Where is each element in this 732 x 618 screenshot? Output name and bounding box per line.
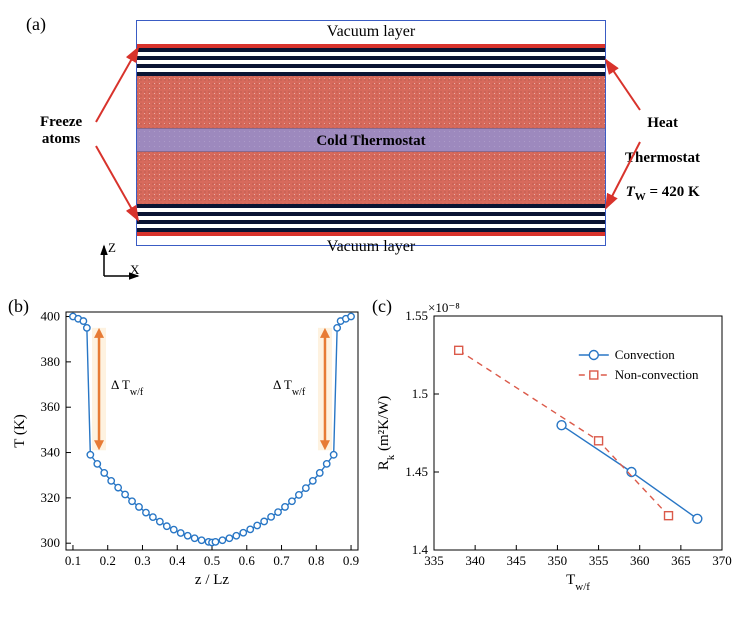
heat-Tsub: W: [635, 191, 646, 203]
svg-text:380: 380: [41, 354, 61, 369]
svg-text:0.5: 0.5: [204, 553, 220, 568]
svg-text:×10⁻⁸: ×10⁻⁸: [428, 300, 460, 315]
svg-text:320: 320: [41, 490, 61, 505]
svg-text:360: 360: [41, 399, 61, 414]
svg-text:1.5: 1.5: [412, 386, 428, 401]
panel-b-label: (b): [8, 296, 29, 317]
svg-text:400: 400: [41, 309, 61, 324]
panel-a: (a) Freeze atoms Heat Thermostat TW = 42…: [26, 14, 706, 282]
svg-text:365: 365: [671, 553, 691, 568]
svg-text:0.1: 0.1: [65, 553, 81, 568]
svg-text:Rk (m²K/W): Rk (m²K/W): [376, 396, 397, 471]
svg-text:360: 360: [630, 553, 650, 568]
svg-text:0.9: 0.9: [343, 553, 359, 568]
svg-text:340: 340: [465, 553, 485, 568]
heat-line2: Thermostat: [625, 150, 700, 166]
svg-text:0.3: 0.3: [134, 553, 150, 568]
svg-text:340: 340: [41, 445, 61, 460]
axis-z-label: Z: [108, 242, 116, 255]
svg-text:0.4: 0.4: [169, 553, 186, 568]
svg-text:0.6: 0.6: [239, 553, 256, 568]
svg-text:1.45: 1.45: [405, 464, 428, 479]
svg-text:370: 370: [712, 553, 732, 568]
svg-text:Tw/f: Tw/f: [566, 572, 590, 593]
svg-text:Non-convection: Non-convection: [615, 367, 699, 382]
temperature-profile-chart: 0.1 0.2 0.3 0.4 0.5 0.6 0.7 0.8 0.9 300 320 340 360 3…: [8, 296, 368, 596]
axes-icon: Z X: [98, 242, 142, 282]
svg-text:300: 300: [41, 535, 61, 550]
svg-text:0.8: 0.8: [308, 553, 324, 568]
svg-text:350: 350: [548, 553, 568, 568]
panel-a-label: (a): [26, 14, 46, 35]
heat-thermostat-label: Heat Thermostat TW = 420 K: [603, 98, 700, 221]
freeze-atoms-label: Freeze atoms: [40, 114, 82, 149]
svg-text:Convection: Convection: [615, 347, 675, 362]
kapitza-resistance-chart: 3353403453503553603653701.41.451.51.55×1…: [372, 296, 732, 596]
svg-text:1.4: 1.4: [412, 542, 429, 557]
svg-text:T (K): T (K): [12, 414, 28, 447]
heat-T: T: [626, 184, 635, 200]
panel-c: (c) 3353403453503553603653701.41.451.51.…: [372, 296, 732, 596]
svg-text:Δ Tw/f: Δ Tw/f: [273, 377, 306, 398]
svg-text:1.55: 1.55: [405, 308, 428, 323]
simulation-box: Vacuum layerCold ThermostatVacuum layer: [136, 20, 606, 246]
heat-line1: Heat: [647, 115, 678, 131]
axis-x-label: X: [130, 262, 140, 277]
panel-c-label: (c): [372, 296, 392, 317]
svg-text:0.2: 0.2: [100, 553, 116, 568]
heat-eq: = 420 K: [646, 184, 700, 200]
svg-text:z / Lz: z / Lz: [195, 572, 229, 588]
svg-text:Δ Tw/f: Δ Tw/f: [111, 377, 144, 398]
svg-text:355: 355: [589, 553, 609, 568]
svg-text:345: 345: [507, 553, 527, 568]
panel-b: (b) 0.1 0.2 0.3 0.4 0.5 0.6 0.7 0.8 0.9 300 320 340…: [8, 296, 368, 596]
svg-text:0.7: 0.7: [273, 553, 290, 568]
